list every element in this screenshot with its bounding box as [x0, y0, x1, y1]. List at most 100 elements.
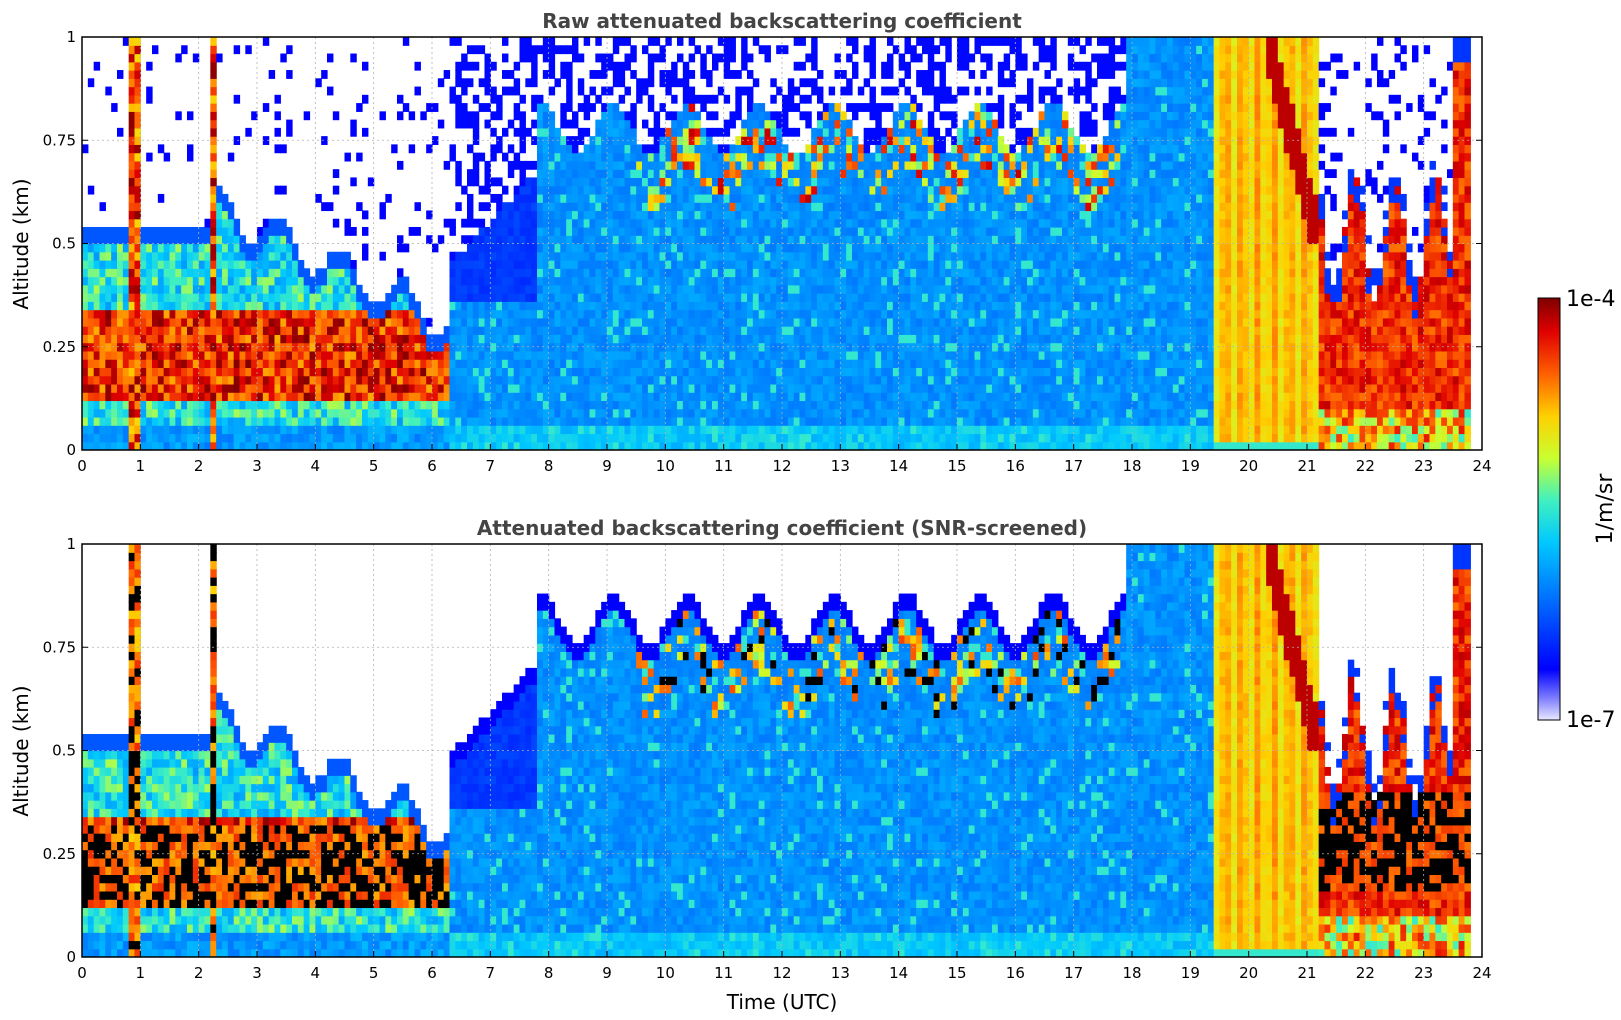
- heatmap-cell: [747, 276, 754, 286]
- heatmap-cell: [163, 416, 171, 426]
- heatmap-cell: [618, 61, 626, 71]
- heatmap-cell: [793, 152, 801, 162]
- heatmap-cell: [677, 119, 684, 129]
- heatmap-cell: [671, 226, 678, 236]
- heatmap-cell: [758, 309, 766, 319]
- heatmap-cell: [624, 152, 631, 162]
- heatmap-cell: [152, 284, 159, 294]
- heatmap-cell: [712, 383, 719, 393]
- heatmap-cell: [892, 326, 900, 335]
- heatmap-cell: [513, 276, 521, 286]
- heatmap-cell: [572, 111, 579, 121]
- heatmap-cell: [612, 185, 620, 195]
- heatmap-cell: [87, 408, 95, 418]
- heatmap-cell: [566, 235, 573, 245]
- heatmap-cell: [513, 342, 521, 352]
- heatmap-cell: [624, 119, 631, 129]
- heatmap-cell: [892, 226, 900, 236]
- heatmap-cell: [542, 144, 550, 154]
- heatmap-cell: [846, 86, 853, 96]
- heatmap-cell: [484, 260, 491, 269]
- heatmap-cell: [869, 326, 876, 335]
- heatmap-cell: [817, 441, 824, 450]
- heatmap-cell: [548, 185, 556, 195]
- heatmap-cell: [309, 392, 316, 402]
- heatmap-cell: [840, 425, 847, 435]
- heatmap-cell: [467, 326, 474, 335]
- heatmap-cell: [280, 235, 287, 245]
- heatmap-cell: [624, 185, 631, 195]
- heatmap-cell: [706, 309, 713, 319]
- heatmap-cell: [682, 136, 690, 145]
- heatmap-cell: [152, 309, 159, 319]
- heatmap-cell: [747, 210, 754, 220]
- heatmap-cell: [443, 416, 451, 426]
- heatmap-cell: [105, 375, 112, 385]
- heatmap-cell: [630, 400, 637, 410]
- heatmap-cell: [566, 342, 573, 352]
- heatmap-cell: [332, 441, 340, 450]
- heatmap-cell: [834, 218, 841, 228]
- heatmap-cell: [233, 400, 241, 410]
- heatmap-cell: [548, 425, 556, 435]
- heatmap-cell: [402, 37, 410, 46]
- heatmap-cell: [233, 441, 241, 450]
- heatmap-cell: [472, 433, 480, 443]
- heatmap-cell: [507, 202, 515, 212]
- heatmap-cell: [887, 226, 894, 236]
- heatmap-cell: [735, 425, 742, 435]
- heatmap-cell: [589, 408, 596, 418]
- heatmap-cell: [887, 309, 894, 319]
- heatmap-cell: [822, 276, 830, 286]
- heatmap-cell: [624, 86, 631, 96]
- heatmap-cell: [747, 425, 754, 435]
- heatmap-cell: [210, 425, 217, 435]
- heatmap-cell: [869, 103, 876, 112]
- heatmap-cell: [111, 293, 118, 302]
- heatmap-cell: [577, 127, 585, 137]
- heatmap-cell: [274, 218, 281, 228]
- heatmap-cell: [157, 301, 165, 311]
- heatmap-cell: [309, 433, 316, 443]
- heatmap-cell: [642, 276, 649, 286]
- heatmap-cell: [257, 251, 264, 261]
- heatmap-cell: [741, 53, 748, 63]
- heatmap-cell: [636, 210, 643, 220]
- heatmap-cell: [764, 210, 771, 220]
- heatmap-cell: [577, 284, 585, 294]
- heatmap-cell: [321, 136, 328, 145]
- heatmap-cell: [630, 350, 637, 360]
- heatmap-cell: [706, 350, 713, 360]
- heatmap-cell: [887, 359, 894, 368]
- heatmap-cell: [257, 260, 264, 269]
- heatmap-cell: [496, 342, 503, 352]
- heatmap-cell: [502, 53, 509, 63]
- heatmap-cell: [712, 293, 719, 302]
- heatmap-cell: [122, 317, 130, 327]
- heatmap-cell: [373, 408, 381, 418]
- heatmap-cell: [449, 392, 456, 402]
- heatmap-cell: [787, 127, 795, 137]
- heatmap-cell: [99, 441, 106, 450]
- heatmap-cell: [233, 94, 241, 104]
- heatmap-cell: [764, 160, 771, 170]
- heatmap-cell: [502, 243, 509, 253]
- heatmap-cell: [863, 284, 871, 294]
- heatmap-cell: [741, 425, 748, 435]
- heatmap-cell: [315, 276, 322, 286]
- heatmap-cell: [840, 301, 847, 311]
- heatmap-cell: [531, 78, 538, 88]
- heatmap-cell: [315, 408, 322, 418]
- heatmap-cell: [542, 53, 550, 63]
- heatmap-cell: [583, 111, 591, 121]
- heatmap-cell: [105, 317, 112, 327]
- heatmap-cell: [542, 70, 550, 79]
- heatmap-cell: [391, 301, 398, 311]
- heatmap-cell: [502, 37, 509, 46]
- heatmap-cell: [688, 342, 696, 352]
- heatmap-cell: [297, 400, 305, 410]
- heatmap-cell: [408, 326, 416, 335]
- heatmap-cell: [484, 243, 491, 253]
- heatmap-cell: [548, 342, 556, 352]
- heatmap-cell: [204, 218, 211, 228]
